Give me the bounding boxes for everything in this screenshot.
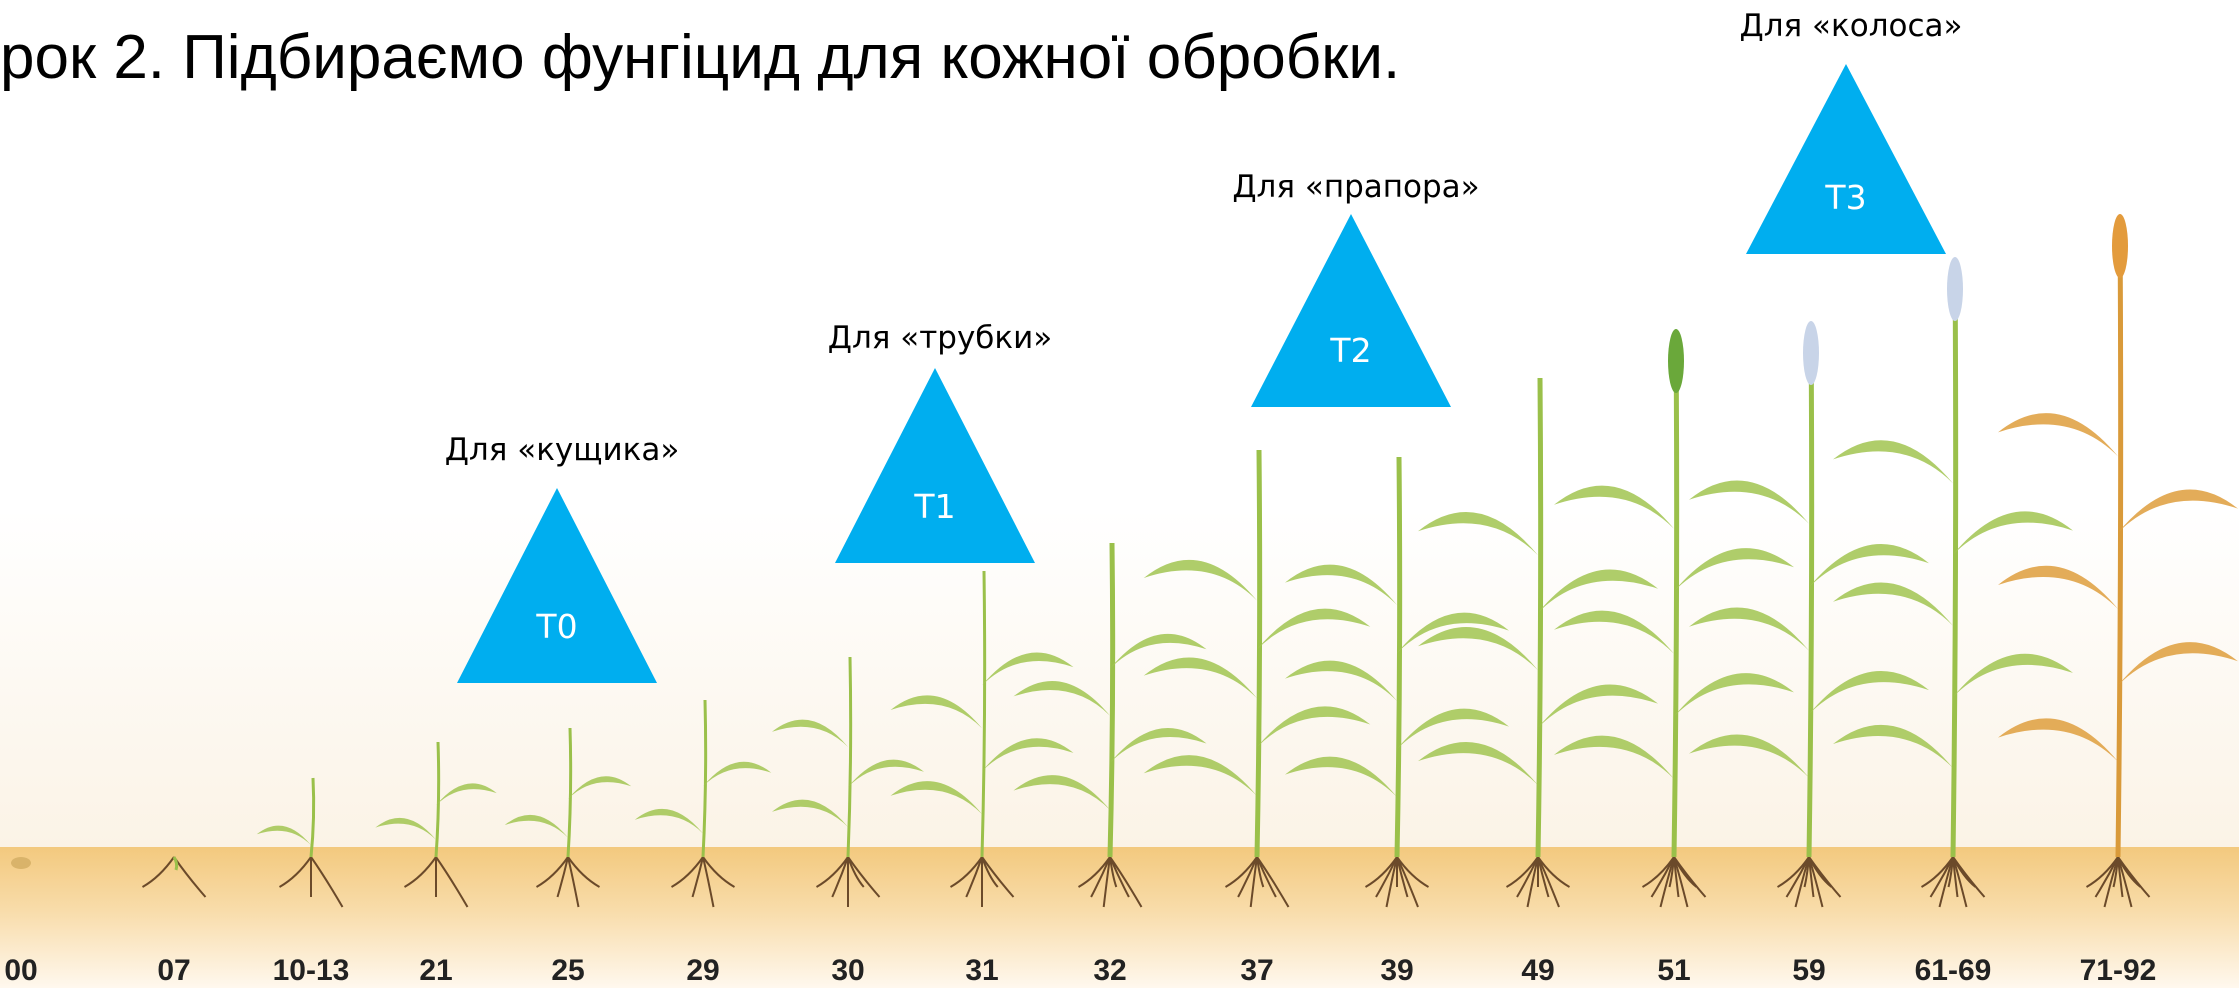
stage-label: 51 <box>1657 954 1690 987</box>
treatment-caption: Для «трубки» <box>828 320 1053 356</box>
page: рок 2. Підбираємо фунгіцид для кожної об… <box>0 0 2239 988</box>
stem <box>1674 336 1677 857</box>
treatment-caption: Для «колоса» <box>1740 8 1963 44</box>
stem <box>1538 378 1541 857</box>
stage-label: 32 <box>1093 954 1126 987</box>
stage-label: 30 <box>831 954 864 987</box>
stem <box>2118 221 2121 857</box>
stage-label: 25 <box>551 954 584 987</box>
ear <box>2112 214 2128 278</box>
stem <box>1953 264 1956 857</box>
stem <box>1110 543 1113 857</box>
ear <box>1803 321 1819 385</box>
treatment-label: T2 <box>1329 331 1371 370</box>
stem <box>1257 450 1260 857</box>
treatment-caption: Для «кущика» <box>445 432 680 468</box>
stage-label: 37 <box>1240 954 1273 987</box>
slide: рок 2. Підбираємо фунгіцид для кожної об… <box>0 0 2239 988</box>
stage-label: 00 <box>4 954 37 987</box>
stage-label: 29 <box>686 954 719 987</box>
treatment-label: T1 <box>913 487 955 526</box>
stage-label: 59 <box>1792 954 1825 987</box>
stage-label: 10-13 <box>273 954 350 987</box>
stage-label: 39 <box>1380 954 1413 987</box>
stage-label: 31 <box>965 954 998 987</box>
seed <box>11 857 31 869</box>
stage-label: 07 <box>157 954 190 987</box>
title: рок 2. Підбираємо фунгіцид для кожної об… <box>0 23 1400 92</box>
stage-label: 49 <box>1521 954 1554 987</box>
background <box>0 0 2239 850</box>
stem <box>1397 457 1400 857</box>
treatment-label: T0 <box>535 607 577 646</box>
ear <box>1668 329 1684 393</box>
treatment-caption: Для «прапора» <box>1232 169 1479 205</box>
stage-label: 21 <box>419 954 452 987</box>
ear <box>1947 257 1963 321</box>
stage-label: 71-92 <box>2080 954 2157 987</box>
treatment-label: T3 <box>1824 178 1866 217</box>
stage-label: 61-69 <box>1915 954 1992 987</box>
stem <box>1809 328 1812 857</box>
